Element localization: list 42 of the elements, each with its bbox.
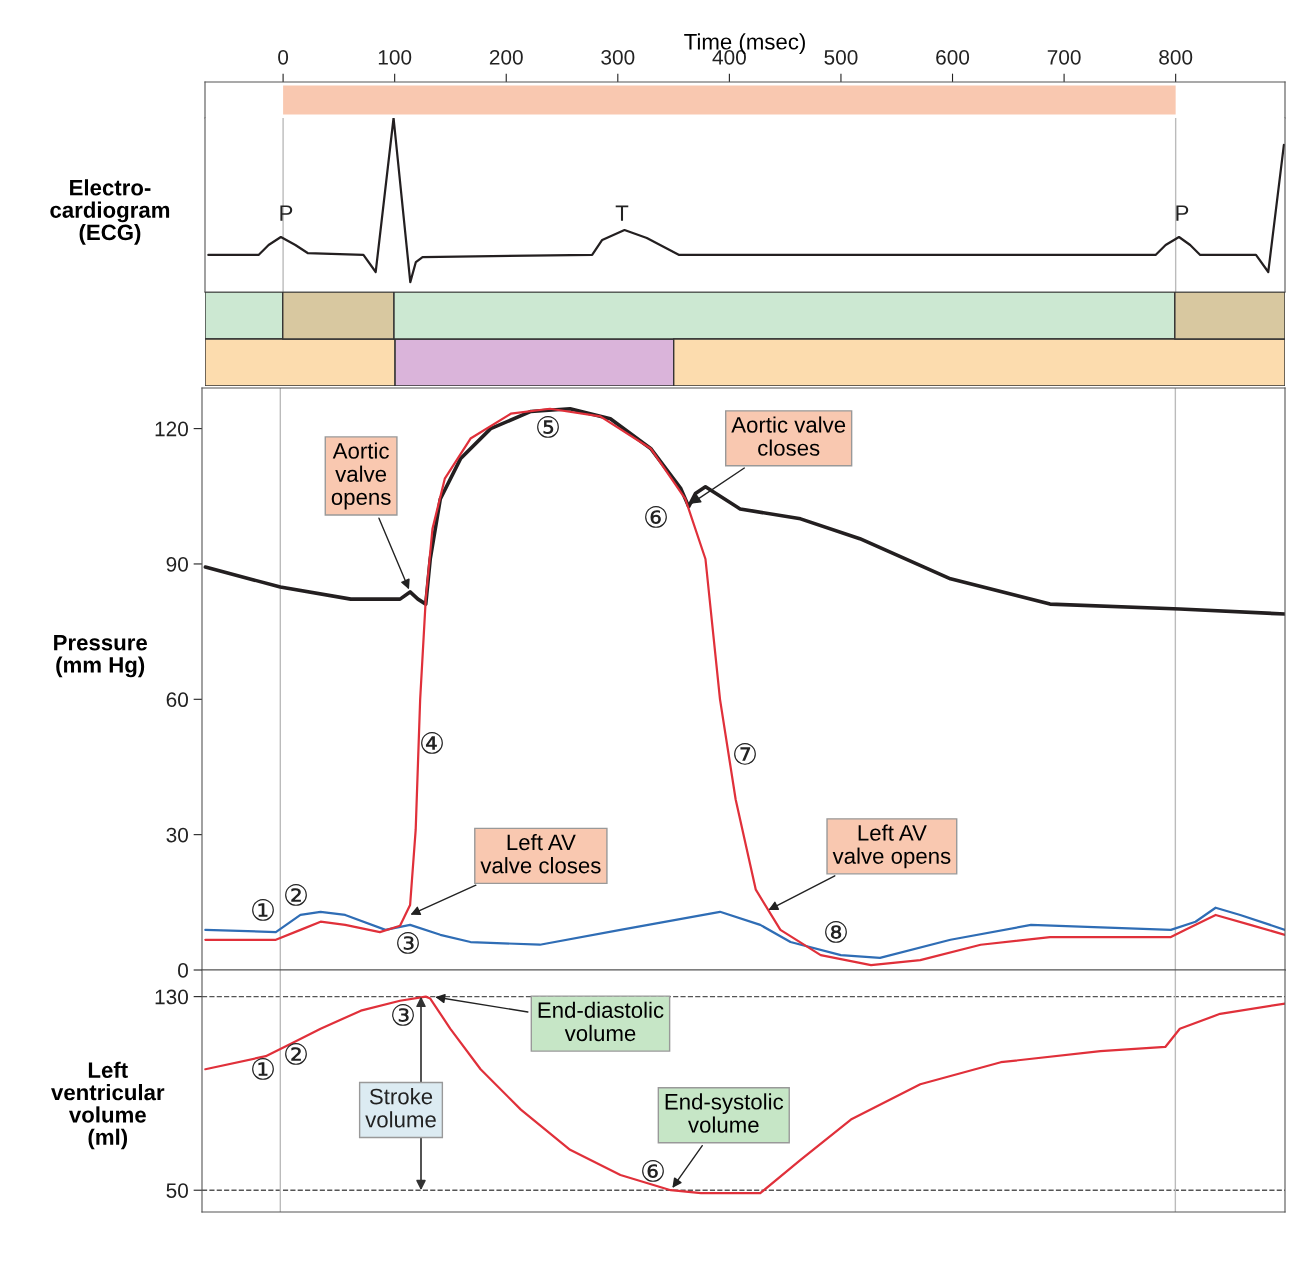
y-tick-label: 0	[178, 963, 188, 978]
y-tick-label: 90	[166, 556, 188, 572]
annotation: ③	[397, 932, 419, 954]
x-tick-label: 500	[824, 49, 858, 65]
x-tick-label: 0	[278, 49, 289, 65]
annotation: ⑥	[642, 1160, 664, 1182]
annotation: Left AV valve closes	[480, 833, 601, 874]
annotation: ⑦	[734, 743, 756, 765]
y-axis-title: Pressure (mm Hg)	[54, 634, 148, 678]
x-tick-label: 700	[1047, 49, 1081, 65]
annotation: Aortic valve closes	[731, 416, 846, 456]
y-tick-label: 50	[166, 1183, 188, 1198]
x-tick-label: 600	[936, 49, 970, 65]
y-axis-title: Left ventricular volume (ml)	[51, 1061, 165, 1150]
y-tick-label: 120	[155, 421, 188, 437]
line-series	[204, 995, 1285, 1195]
y-tick-label: 30	[166, 827, 188, 843]
annotation: End-systolic volume	[665, 1093, 784, 1133]
annotation: ③	[392, 1004, 414, 1026]
y-tick-label: 130	[155, 989, 188, 1005]
annotation: Left AV valve opens	[832, 824, 951, 869]
y-tick-label: 60	[166, 692, 188, 708]
annotation: ④	[421, 732, 443, 754]
annotation: P	[1176, 205, 1189, 221]
x-tick-label: 200	[489, 49, 523, 65]
x-tick-label: 100	[378, 49, 412, 65]
x-tick-label: 300	[601, 49, 635, 65]
annotation: Aortic valve opens	[331, 442, 391, 510]
line-series	[204, 407, 1285, 967]
annotation: ②	[285, 1043, 307, 1065]
annotation: ②	[285, 884, 307, 906]
annotation: P	[280, 205, 293, 221]
annotation: End-diastolic volume	[538, 1001, 664, 1042]
annotation: ⑥	[645, 506, 667, 528]
x-tick-label: 800	[1159, 49, 1193, 65]
y-axis-title: Electro- cardiogram (ECG)	[50, 179, 170, 245]
annotation: ①	[252, 899, 274, 921]
annotation: ⑤	[537, 416, 559, 438]
annotation: T	[615, 205, 629, 221]
annotation: Stroke volume	[365, 1088, 436, 1128]
annotation: ①	[252, 1058, 274, 1080]
annotation: ⑧	[825, 921, 847, 943]
